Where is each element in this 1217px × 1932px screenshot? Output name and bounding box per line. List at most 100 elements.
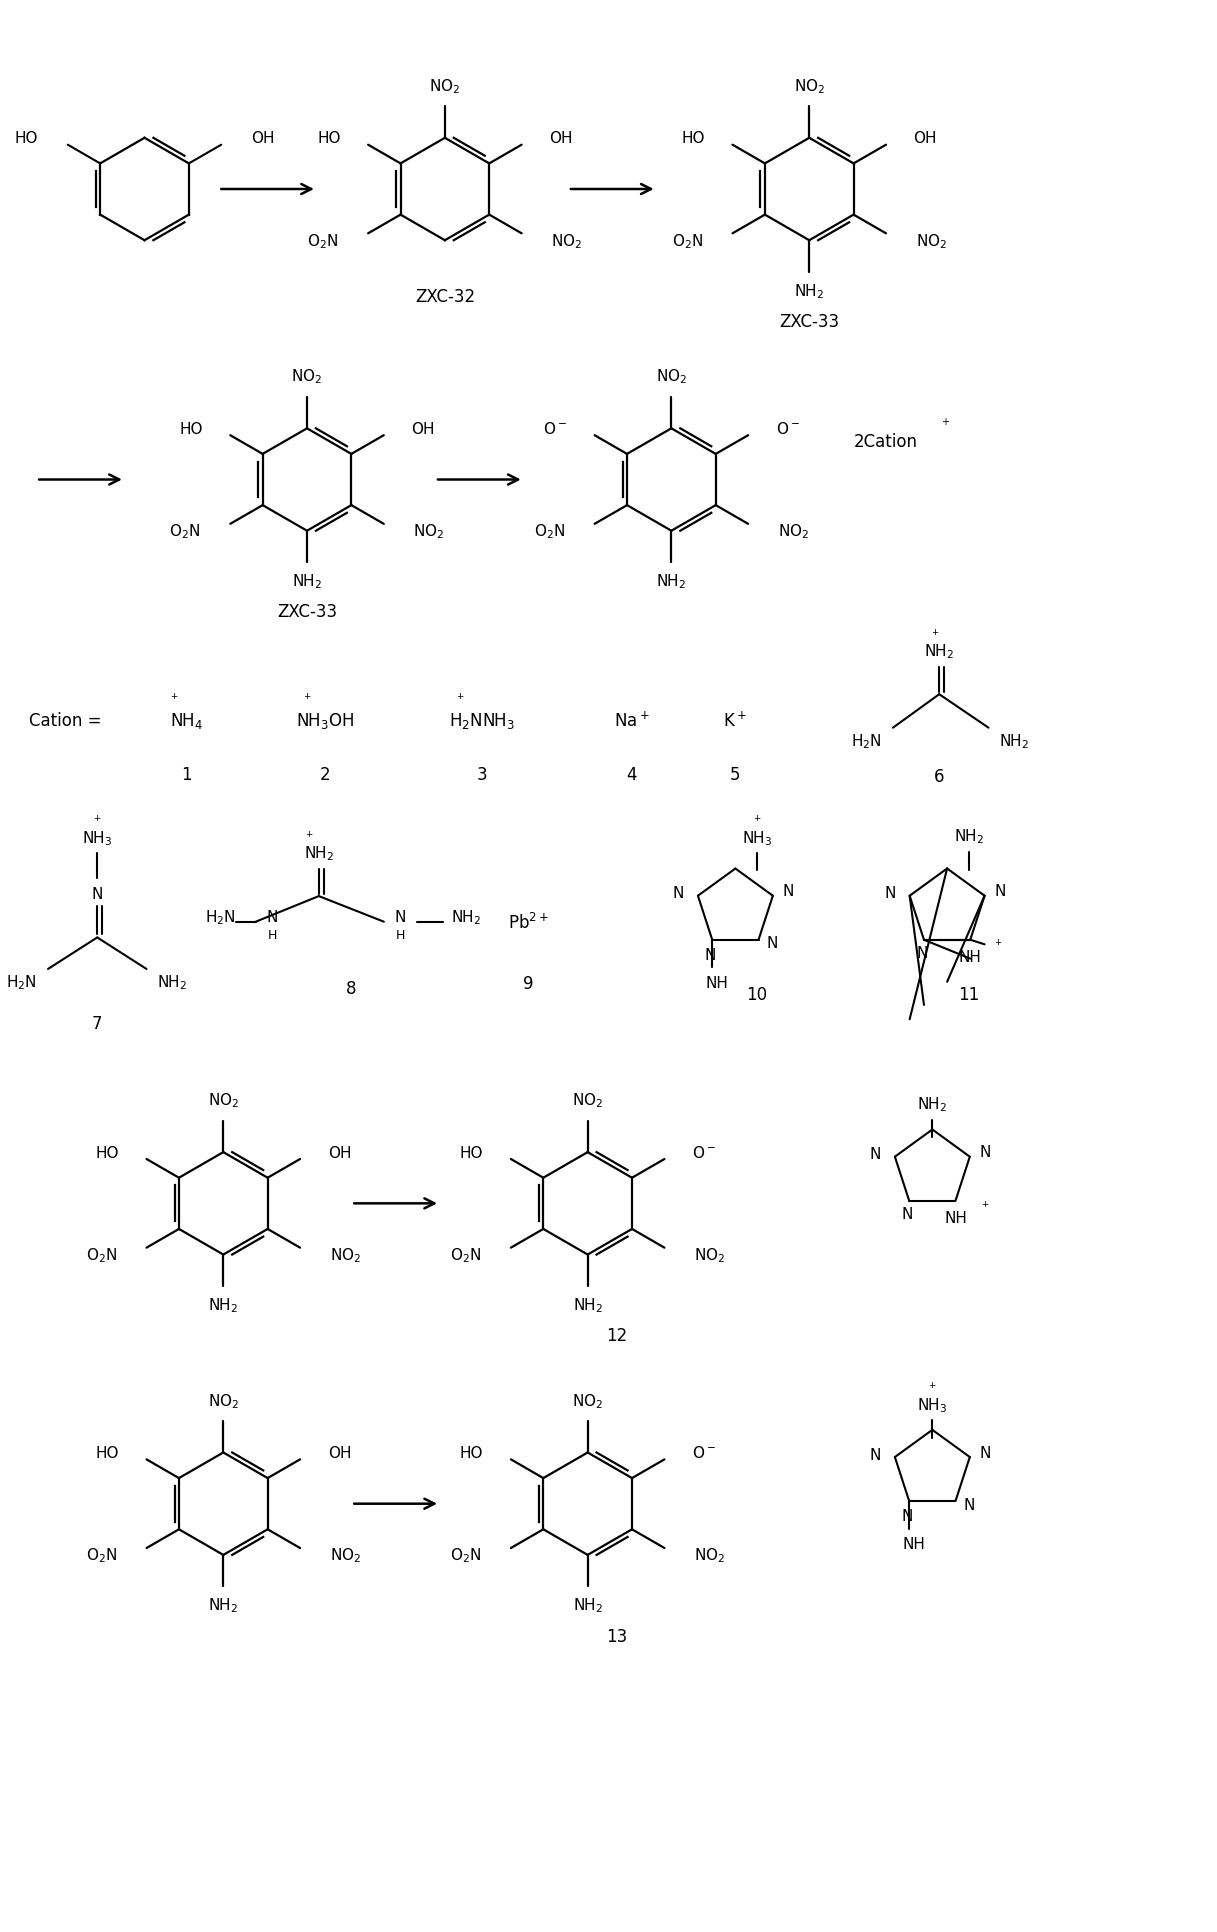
Text: N: N — [980, 1146, 992, 1161]
Text: 1: 1 — [181, 765, 192, 784]
Text: N: N — [994, 885, 1006, 898]
Text: N: N — [869, 1447, 881, 1463]
Text: N: N — [267, 910, 279, 925]
Text: NH$_3$: NH$_3$ — [742, 829, 773, 848]
Text: HO: HO — [15, 131, 38, 147]
Text: $^+$: $^+$ — [92, 815, 102, 827]
Text: N: N — [902, 1208, 913, 1223]
Text: 9: 9 — [523, 976, 534, 993]
Text: N: N — [964, 1497, 975, 1513]
Text: $^+$: $^+$ — [993, 939, 1003, 951]
Text: N: N — [783, 885, 795, 898]
Text: NH$_4$: NH$_4$ — [170, 711, 203, 730]
Text: ZXC-33: ZXC-33 — [277, 603, 337, 622]
Text: Cation =: Cation = — [29, 711, 102, 730]
Text: N: N — [91, 887, 103, 902]
Text: NH: NH — [706, 976, 729, 991]
Text: H: H — [268, 929, 277, 943]
Text: O$^-$: O$^-$ — [692, 1445, 716, 1461]
Text: O$_2$N: O$_2$N — [672, 232, 703, 251]
Text: O$_2$N: O$_2$N — [169, 522, 201, 541]
Text: 11: 11 — [958, 985, 980, 1003]
Text: NO$_2$: NO$_2$ — [656, 367, 688, 386]
Text: NH$_2$: NH$_2$ — [304, 844, 333, 864]
Text: NH$_2$: NH$_2$ — [208, 1596, 239, 1615]
Text: $^+$: $^+$ — [454, 694, 465, 705]
Text: HO: HO — [179, 421, 203, 437]
Text: $^+$: $^+$ — [930, 628, 941, 641]
Text: N: N — [767, 937, 778, 951]
Text: NH$_2$: NH$_2$ — [795, 282, 824, 301]
Text: 2: 2 — [319, 765, 330, 784]
Text: N: N — [869, 1148, 881, 1163]
Text: Pb$^{2+}$: Pb$^{2+}$ — [509, 912, 549, 933]
Text: HO: HO — [460, 1146, 483, 1161]
Text: OH: OH — [411, 421, 434, 437]
Text: $^+$: $^+$ — [304, 831, 314, 844]
Text: NH$_2$: NH$_2$ — [656, 572, 686, 591]
Text: NH$_2$: NH$_2$ — [954, 827, 983, 846]
Text: 6: 6 — [933, 767, 944, 786]
Text: O$_2$N: O$_2$N — [450, 1246, 482, 1265]
Text: 8: 8 — [346, 980, 357, 997]
Text: 7: 7 — [92, 1014, 102, 1034]
Text: 12: 12 — [606, 1327, 628, 1345]
Text: NH$_2$: NH$_2$ — [918, 1095, 948, 1115]
Text: 10: 10 — [746, 985, 768, 1003]
Text: NH$_2$: NH$_2$ — [572, 1596, 602, 1615]
Text: N: N — [394, 910, 406, 925]
Text: 13: 13 — [606, 1627, 628, 1646]
Text: OH: OH — [327, 1146, 352, 1161]
Text: NH$_2$: NH$_2$ — [452, 908, 482, 927]
Text: NH$_3$: NH$_3$ — [82, 829, 112, 848]
Text: OH: OH — [914, 131, 937, 147]
Text: NO$_2$: NO$_2$ — [414, 522, 444, 541]
Text: NH$_2$: NH$_2$ — [999, 732, 1030, 752]
Text: $^+$: $^+$ — [169, 694, 179, 705]
Text: N: N — [705, 949, 716, 962]
Text: O$_2$N: O$_2$N — [308, 232, 338, 251]
Text: H$_2$N: H$_2$N — [206, 908, 236, 927]
Text: NO$_2$: NO$_2$ — [572, 1092, 604, 1111]
Text: HO: HO — [682, 131, 705, 147]
Text: OH: OH — [327, 1445, 352, 1461]
Text: 3: 3 — [477, 765, 488, 784]
Text: NH$_3$OH: NH$_3$OH — [296, 711, 354, 730]
Text: O$_2$N: O$_2$N — [450, 1546, 482, 1565]
Text: 4: 4 — [627, 765, 638, 784]
Text: NO$_2$: NO$_2$ — [291, 367, 323, 386]
Text: NO$_2$: NO$_2$ — [572, 1391, 604, 1410]
Text: O$_2$N: O$_2$N — [534, 522, 565, 541]
Text: NH$_2$: NH$_2$ — [572, 1296, 602, 1316]
Text: NO$_2$: NO$_2$ — [915, 232, 947, 251]
Text: NO$_2$: NO$_2$ — [430, 77, 460, 97]
Text: 5: 5 — [730, 765, 741, 784]
Text: NH$_2$: NH$_2$ — [208, 1296, 239, 1316]
Text: $^+$: $^+$ — [302, 694, 312, 705]
Text: N: N — [885, 887, 896, 900]
Text: NH: NH — [959, 951, 982, 964]
Text: NH$_3$: NH$_3$ — [918, 1395, 948, 1414]
Text: NO$_2$: NO$_2$ — [208, 1391, 239, 1410]
Text: NO$_2$: NO$_2$ — [694, 1546, 725, 1565]
Text: Na$^+$: Na$^+$ — [615, 711, 650, 730]
Text: O$_2$N: O$_2$N — [85, 1546, 117, 1565]
Text: H$_2$NNH$_3$: H$_2$NNH$_3$ — [449, 711, 515, 730]
Text: HO: HO — [95, 1445, 119, 1461]
Text: NH: NH — [944, 1211, 968, 1227]
Text: NO$_2$: NO$_2$ — [778, 522, 809, 541]
Text: HO: HO — [460, 1445, 483, 1461]
Text: NO$_2$: NO$_2$ — [330, 1546, 361, 1565]
Text: OH: OH — [549, 131, 573, 147]
Text: OH: OH — [251, 131, 274, 147]
Text: NH$_2$: NH$_2$ — [924, 643, 954, 661]
Text: N: N — [980, 1445, 992, 1461]
Text: $^+$: $^+$ — [927, 1381, 937, 1395]
Text: NH$_2$: NH$_2$ — [157, 974, 187, 993]
Text: HO: HO — [95, 1146, 119, 1161]
Text: HO: HO — [318, 131, 341, 147]
Text: ZXC-33: ZXC-33 — [779, 313, 840, 330]
Text: $^+$: $^+$ — [752, 815, 762, 827]
Text: N: N — [673, 887, 684, 900]
Text: N: N — [916, 947, 927, 960]
